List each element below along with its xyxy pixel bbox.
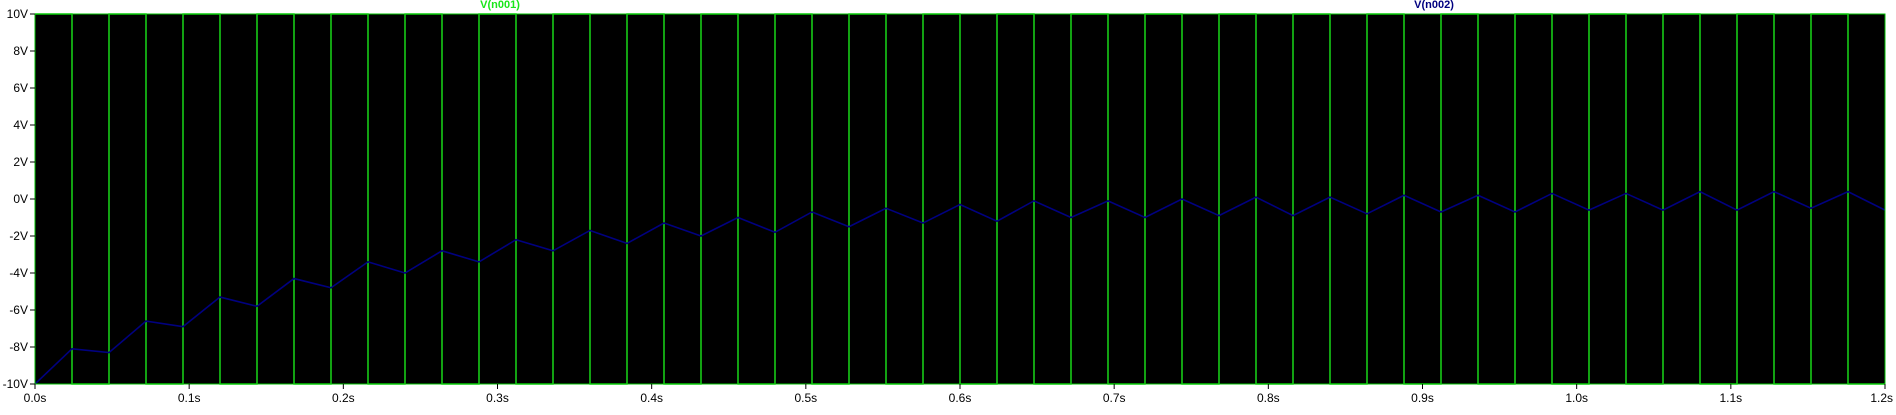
legend: V(n001) V(n002) bbox=[480, 0, 1454, 11]
y-tick-label: -8V bbox=[9, 340, 28, 354]
trace-layer bbox=[34, 190, 1886, 385]
x-tick-label: 0.2s bbox=[332, 391, 355, 405]
y-tick-label: 10V bbox=[7, 7, 28, 21]
x-tick-label: 0.0s bbox=[24, 391, 47, 405]
x-tick-label: 1.2s bbox=[1870, 391, 1893, 405]
y-tick-label: -4V bbox=[9, 266, 28, 280]
series-line-v-n002 bbox=[34, 190, 1886, 385]
legend-entry-vn001[interactable]: V(n001) bbox=[480, 0, 520, 11]
y-tick-label: 0V bbox=[13, 192, 28, 206]
x-tick-label: 1.1s bbox=[1719, 391, 1742, 405]
x-tick-label: 0.4s bbox=[640, 391, 663, 405]
x-tick-label: 0.6s bbox=[949, 391, 972, 405]
y-tick-label: 4V bbox=[13, 118, 28, 132]
x-tick-label: 0.9s bbox=[1411, 391, 1434, 405]
x-tick-label: 0.8s bbox=[1257, 391, 1280, 405]
axes: -10V -8V -6V -4V -2V 0V 2V 4V 6V 8V 10V 0.0s 0.1s 0.2… bbox=[3, 7, 1893, 405]
y-tick-label: 2V bbox=[13, 155, 28, 169]
y-tick-label: -10V bbox=[3, 377, 28, 391]
y-tick-label: -2V bbox=[9, 229, 28, 243]
x-tick-label: 1.0s bbox=[1565, 391, 1588, 405]
x-tick-label: 0.5s bbox=[794, 391, 817, 405]
x-tick-label: 0.1s bbox=[178, 391, 201, 405]
x-tick-label: 0.3s bbox=[486, 391, 509, 405]
x-tick-label: 0.7s bbox=[1103, 391, 1126, 405]
legend-entry-vn002[interactable]: V(n002) bbox=[1414, 0, 1454, 11]
y-tick-label: -6V bbox=[9, 303, 28, 317]
y-tick-label: 8V bbox=[13, 44, 28, 58]
y-tick-label: 6V bbox=[13, 81, 28, 95]
